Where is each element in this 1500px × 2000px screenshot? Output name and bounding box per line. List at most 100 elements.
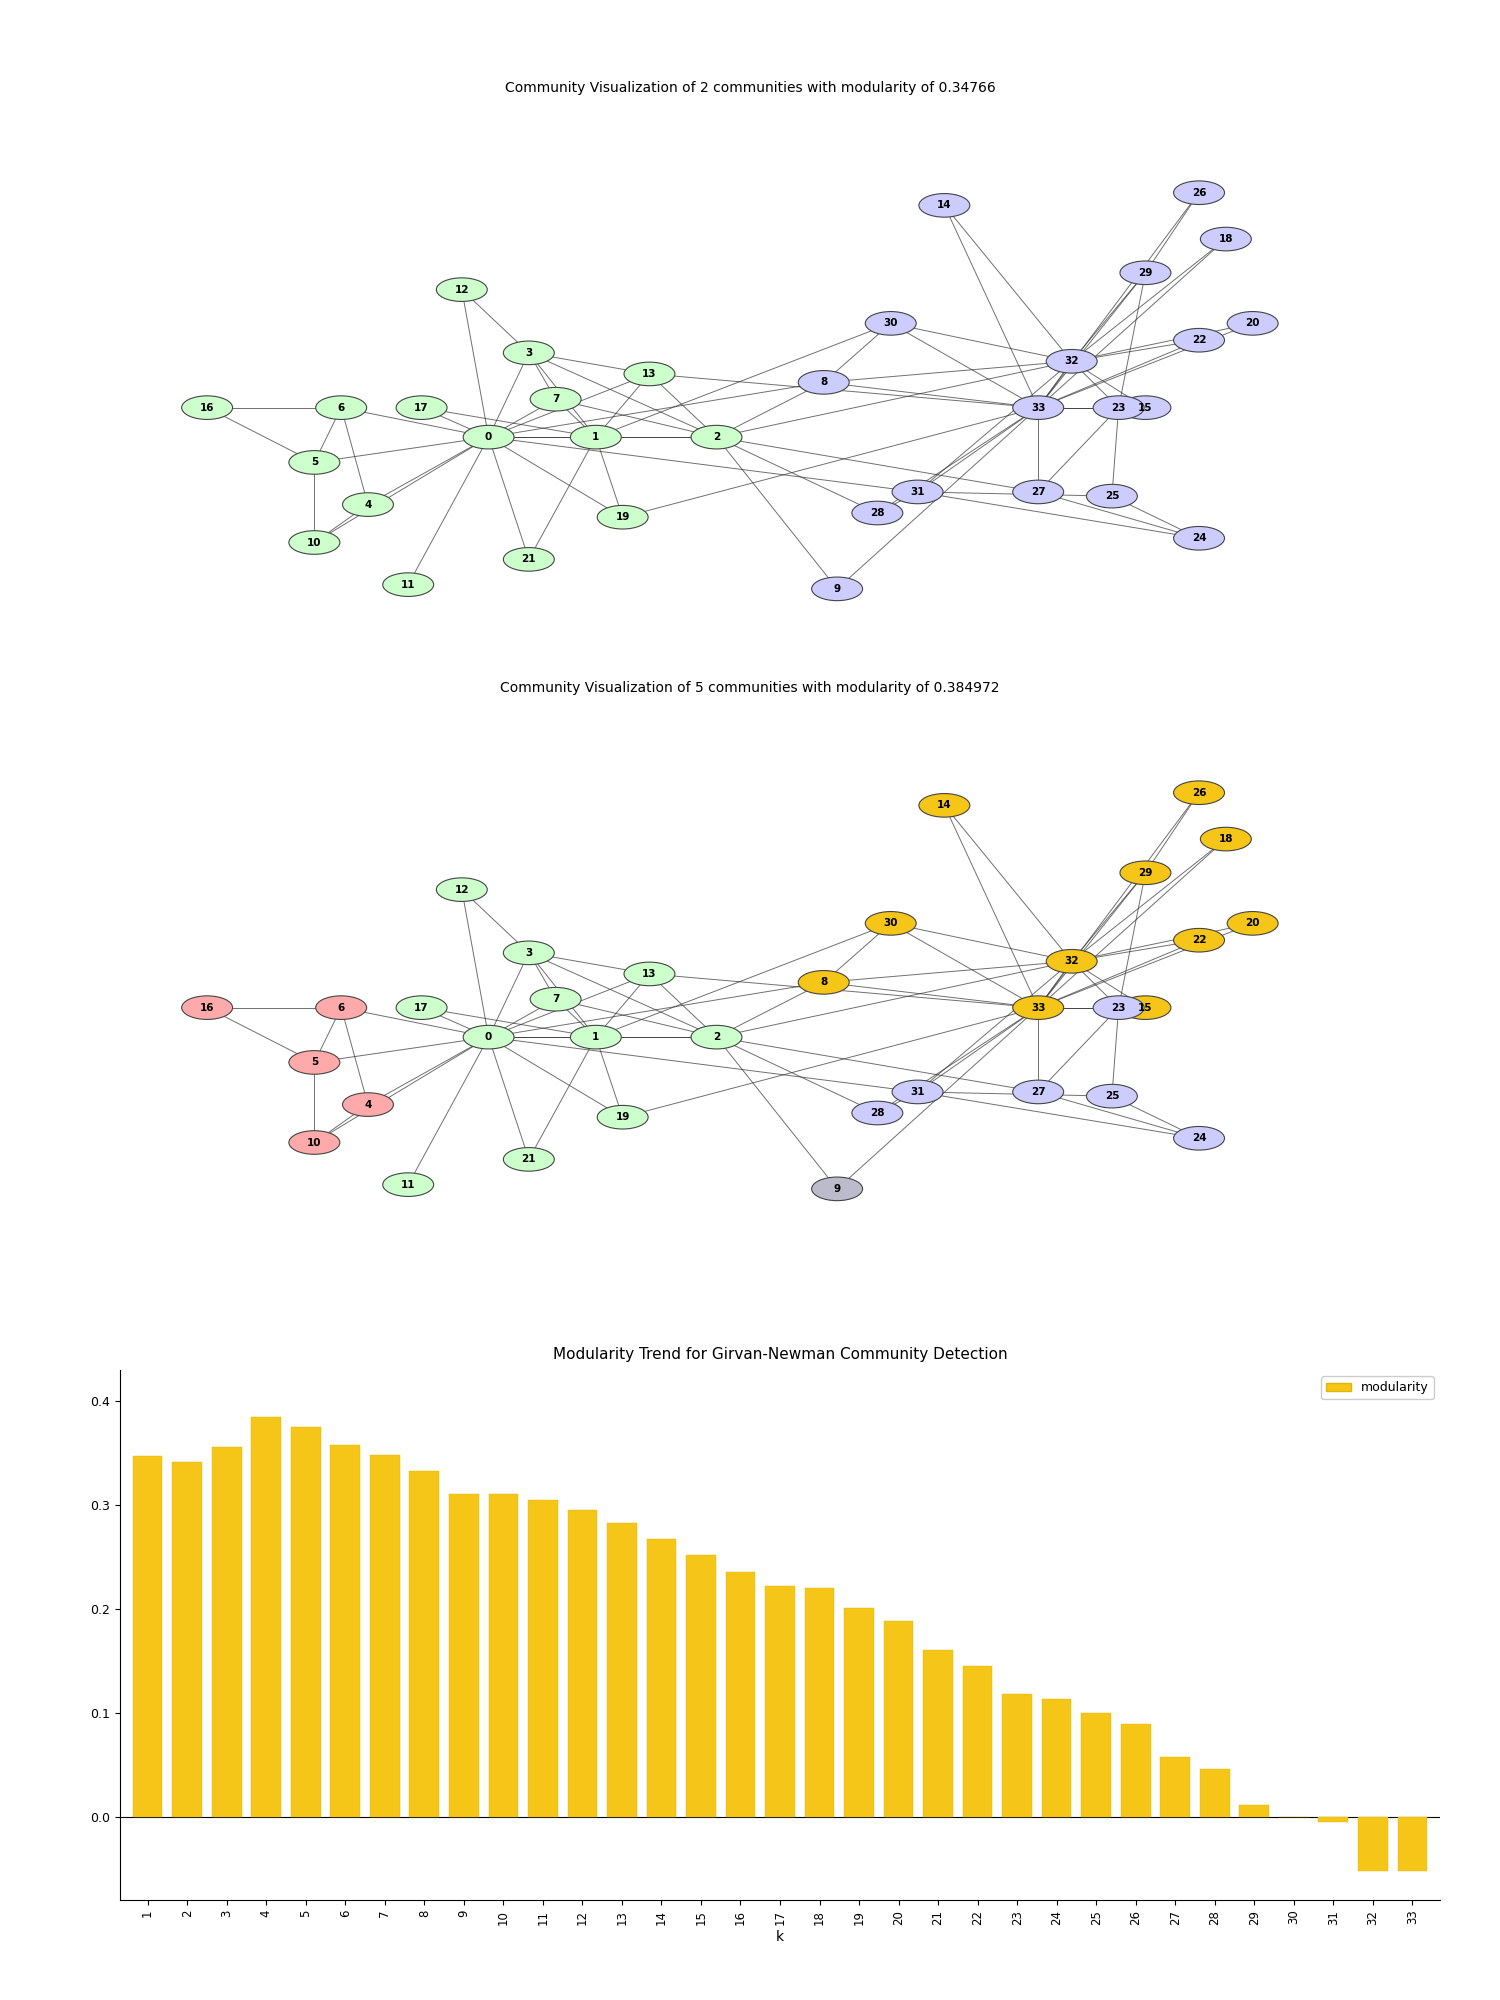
Ellipse shape — [530, 988, 580, 1012]
Ellipse shape — [504, 1148, 555, 1172]
Text: 7: 7 — [552, 994, 560, 1004]
Bar — [1082, 1712, 1112, 1816]
Text: 2: 2 — [712, 432, 720, 442]
Text: 2: 2 — [712, 1032, 720, 1042]
Text: 16: 16 — [200, 1002, 214, 1012]
Ellipse shape — [290, 530, 340, 554]
Bar — [1042, 1700, 1071, 1816]
Ellipse shape — [1173, 180, 1224, 204]
Text: 5: 5 — [310, 458, 318, 468]
Bar — [567, 1510, 597, 1816]
Bar — [726, 1572, 756, 1816]
Text: 28: 28 — [870, 508, 885, 518]
X-axis label: k: k — [776, 1930, 784, 1944]
Bar — [1358, 1816, 1388, 1870]
Ellipse shape — [865, 312, 916, 336]
Ellipse shape — [436, 878, 488, 902]
Bar — [448, 1494, 478, 1816]
Ellipse shape — [798, 370, 849, 394]
Bar — [963, 1666, 993, 1816]
Bar — [1398, 1816, 1426, 1870]
Text: 17: 17 — [414, 1002, 429, 1012]
Bar — [489, 1494, 518, 1816]
Text: 18: 18 — [1218, 834, 1233, 844]
Text: 25: 25 — [1104, 1092, 1119, 1102]
Text: 32: 32 — [1065, 356, 1078, 366]
Bar — [291, 1428, 321, 1816]
Bar — [528, 1500, 558, 1816]
Text: 23: 23 — [1112, 402, 1126, 412]
Text: 31: 31 — [910, 486, 926, 496]
Text: 14: 14 — [938, 800, 951, 810]
Text: 28: 28 — [870, 1108, 885, 1118]
Ellipse shape — [182, 396, 232, 420]
Ellipse shape — [1094, 396, 1144, 420]
Text: 17: 17 — [414, 402, 429, 412]
Text: 26: 26 — [1192, 788, 1206, 798]
Ellipse shape — [798, 970, 849, 994]
Ellipse shape — [1046, 950, 1096, 974]
Text: 19: 19 — [615, 1112, 630, 1122]
Ellipse shape — [504, 548, 555, 572]
Text: 22: 22 — [1192, 336, 1206, 346]
Text: 33: 33 — [1030, 1002, 1045, 1012]
Ellipse shape — [1046, 350, 1096, 374]
Title: Community Visualization of 5 communities with modularity of 0.384972: Community Visualization of 5 communities… — [500, 680, 999, 694]
Ellipse shape — [1200, 228, 1251, 250]
Bar — [646, 1540, 676, 1816]
Text: 1: 1 — [592, 1032, 600, 1042]
Text: 29: 29 — [1138, 868, 1152, 878]
Text: 9: 9 — [834, 1184, 840, 1194]
Ellipse shape — [892, 1080, 944, 1104]
Bar — [330, 1444, 360, 1816]
Bar — [804, 1588, 834, 1816]
Text: 3: 3 — [525, 948, 532, 958]
Text: 33: 33 — [1030, 402, 1045, 412]
Text: 25: 25 — [1104, 492, 1119, 502]
Text: 0: 0 — [484, 432, 492, 442]
Ellipse shape — [464, 426, 514, 448]
Text: 12: 12 — [454, 884, 470, 894]
Ellipse shape — [1120, 260, 1172, 284]
Ellipse shape — [1120, 860, 1172, 884]
Ellipse shape — [396, 396, 447, 420]
Ellipse shape — [315, 996, 366, 1020]
Bar — [252, 1416, 280, 1816]
Ellipse shape — [1173, 1126, 1224, 1150]
Ellipse shape — [692, 1026, 742, 1048]
Text: 11: 11 — [400, 580, 416, 590]
Text: 20: 20 — [1245, 318, 1260, 328]
Text: 15: 15 — [1138, 1002, 1152, 1012]
Bar — [1161, 1756, 1190, 1816]
Text: 4: 4 — [364, 500, 372, 510]
Bar — [410, 1470, 440, 1816]
Ellipse shape — [315, 396, 366, 420]
Ellipse shape — [342, 1092, 393, 1116]
Legend: modularity: modularity — [1322, 1376, 1434, 1400]
Text: 9: 9 — [834, 584, 840, 594]
Ellipse shape — [1227, 312, 1278, 336]
Text: 32: 32 — [1065, 956, 1078, 966]
Ellipse shape — [920, 794, 970, 818]
Text: 4: 4 — [364, 1100, 372, 1110]
Text: 21: 21 — [522, 1154, 536, 1164]
Ellipse shape — [597, 506, 648, 530]
Ellipse shape — [865, 912, 916, 936]
Ellipse shape — [290, 450, 340, 474]
Bar — [765, 1586, 795, 1816]
Text: 10: 10 — [308, 538, 321, 548]
Bar — [172, 1462, 202, 1816]
Ellipse shape — [692, 426, 742, 448]
Bar — [211, 1446, 242, 1816]
Text: 11: 11 — [400, 1180, 416, 1190]
Text: 10: 10 — [308, 1138, 321, 1148]
Ellipse shape — [570, 426, 621, 448]
Bar — [370, 1456, 399, 1816]
Text: 6: 6 — [338, 402, 345, 412]
Ellipse shape — [342, 492, 393, 516]
Ellipse shape — [290, 1050, 340, 1074]
Ellipse shape — [1173, 928, 1224, 952]
Text: 0: 0 — [484, 1032, 492, 1042]
Text: 24: 24 — [1191, 1134, 1206, 1144]
Text: 13: 13 — [642, 968, 657, 978]
